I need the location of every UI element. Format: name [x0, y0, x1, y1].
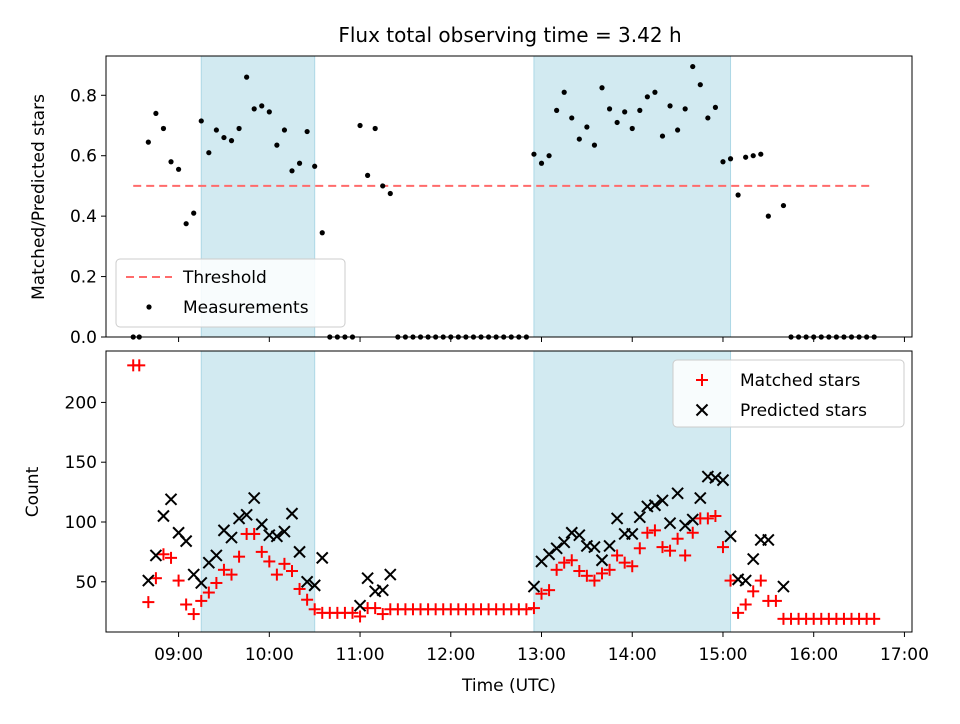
- measurement-point: [531, 152, 536, 157]
- measurement-point: [380, 183, 385, 188]
- bottom-y-axis-label: Count: [23, 466, 43, 517]
- measurement-point: [743, 155, 748, 160]
- x-tick-label: 13:00: [517, 645, 566, 665]
- y-tick-label: 200: [65, 393, 97, 413]
- measurement-point: [766, 214, 771, 219]
- measurement-point: [357, 123, 362, 128]
- x-tick-label: 09:00: [154, 645, 203, 665]
- measurement-point: [720, 159, 725, 164]
- y-tick-label: 0.2: [70, 268, 97, 288]
- measurement-point: [728, 156, 733, 161]
- y-tick-label: 0.6: [70, 147, 97, 167]
- measurement-point: [244, 75, 249, 80]
- measurement-point: [184, 221, 189, 226]
- matched-legend-label: Matched stars: [740, 371, 860, 391]
- measurement-point: [267, 109, 272, 114]
- measurements-legend-label: Measurements: [183, 298, 309, 318]
- measurement-point: [229, 138, 234, 143]
- x-tick-label: 14:00: [608, 645, 657, 665]
- measurement-point: [168, 159, 173, 164]
- measurement-point: [735, 192, 740, 197]
- measurement-point: [660, 133, 665, 138]
- measurement-point: [297, 161, 302, 166]
- y-tick-label: 0.0: [70, 328, 97, 348]
- measurement-point: [305, 129, 310, 134]
- y-tick-label: 0.8: [70, 86, 97, 106]
- shaded-interval: [534, 56, 731, 337]
- measurement-point: [599, 85, 604, 90]
- measurement-point: [592, 143, 597, 148]
- measurements-legend-swatch: [146, 304, 151, 309]
- chart-title: Flux total observing time = 3.42 h: [338, 23, 681, 47]
- measurement-point: [652, 90, 657, 95]
- measurement-point: [206, 150, 211, 155]
- measurement-point: [191, 211, 196, 216]
- x-tick-label: 15:00: [698, 645, 747, 665]
- measurement-point: [259, 103, 264, 108]
- measurement-point: [630, 126, 635, 131]
- x-tick-label: 11:00: [336, 645, 385, 665]
- measurement-point: [758, 152, 763, 157]
- measurement-point: [705, 115, 710, 120]
- measurement-point: [751, 153, 756, 158]
- measurement-point: [320, 230, 325, 235]
- measurement-point: [562, 90, 567, 95]
- measurement-point: [577, 136, 582, 141]
- x-axis-label: Time (UTC): [461, 676, 556, 696]
- measurement-point: [312, 164, 317, 169]
- top-legend: Threshold Measurements: [116, 259, 345, 327]
- measurement-point: [781, 203, 786, 208]
- y-tick-label: 150: [65, 453, 97, 473]
- x-tick-label: 10:00: [245, 645, 294, 665]
- measurement-point: [584, 124, 589, 129]
- measurement-point: [252, 106, 257, 111]
- measurement-point: [365, 173, 370, 178]
- predicted-legend-label: Predicted stars: [740, 401, 867, 421]
- measurement-point: [289, 168, 294, 173]
- measurement-point: [373, 126, 378, 131]
- measurement-point: [683, 106, 688, 111]
- threshold-legend-label: Threshold: [182, 268, 267, 288]
- measurement-point: [615, 120, 620, 125]
- measurement-point: [274, 143, 279, 148]
- measurement-point: [569, 115, 574, 120]
- measurement-point: [214, 127, 219, 132]
- x-tick-label: 16:00: [789, 645, 838, 665]
- y-tick-label: 100: [65, 513, 97, 533]
- measurement-point: [282, 127, 287, 132]
- measurement-point: [176, 167, 181, 172]
- measurement-point: [546, 153, 551, 158]
- measurement-point: [675, 127, 680, 132]
- measurement-point: [622, 109, 627, 114]
- y-tick-label: 0.4: [70, 207, 97, 227]
- measurement-point: [146, 140, 151, 145]
- top-y-axis-label: Matched/Predicted stars: [29, 94, 49, 300]
- measurement-point: [199, 118, 204, 123]
- y-tick-label: 50: [75, 573, 97, 593]
- measurement-point: [645, 94, 650, 99]
- measurement-point: [690, 64, 695, 69]
- measurement-point: [667, 103, 672, 108]
- measurement-point: [221, 135, 226, 140]
- measurement-point: [388, 191, 393, 196]
- measurement-point: [607, 106, 612, 111]
- measurement-point: [698, 82, 703, 87]
- x-tick-label: 17:00: [880, 645, 929, 665]
- measurement-point: [554, 108, 559, 113]
- measurement-point: [713, 105, 718, 110]
- measurement-point: [637, 108, 642, 113]
- x-tick-label: 12:00: [426, 645, 475, 665]
- measurement-point: [153, 111, 158, 116]
- measurement-point: [539, 161, 544, 166]
- measurement-point: [236, 126, 241, 131]
- measurement-point: [161, 126, 166, 131]
- bottom-legend: Matched stars Predicted stars: [673, 360, 904, 427]
